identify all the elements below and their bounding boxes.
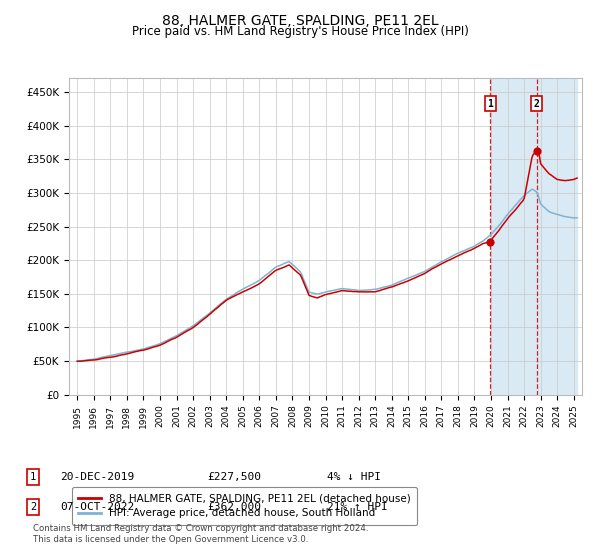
Text: 1: 1: [487, 99, 493, 109]
Point: [485, 237, 495, 246]
Text: This data is licensed under the Open Government Licence v3.0.: This data is licensed under the Open Gov…: [33, 535, 308, 544]
Text: 2: 2: [30, 502, 36, 512]
Text: £362,000: £362,000: [207, 502, 261, 512]
Text: 2: 2: [534, 99, 540, 109]
Text: £227,500: £227,500: [207, 472, 261, 482]
Bar: [491, 78, 577, 395]
Text: 20-DEC-2019: 20-DEC-2019: [60, 472, 134, 482]
Point: [532, 147, 542, 156]
Text: 88, HALMER GATE, SPALDING, PE11 2EL: 88, HALMER GATE, SPALDING, PE11 2EL: [161, 14, 439, 28]
Text: 1: 1: [30, 472, 36, 482]
Legend: 88, HALMER GATE, SPALDING, PE11 2EL (detached house), HPI: Average price, detach: 88, HALMER GATE, SPALDING, PE11 2EL (det…: [71, 487, 417, 525]
Text: 07-OCT-2022: 07-OCT-2022: [60, 502, 134, 512]
Text: 4% ↓ HPI: 4% ↓ HPI: [327, 472, 381, 482]
Text: 21% ↑ HPI: 21% ↑ HPI: [327, 502, 388, 512]
Text: Contains HM Land Registry data © Crown copyright and database right 2024.: Contains HM Land Registry data © Crown c…: [33, 524, 368, 533]
Text: Price paid vs. HM Land Registry's House Price Index (HPI): Price paid vs. HM Land Registry's House …: [131, 25, 469, 38]
